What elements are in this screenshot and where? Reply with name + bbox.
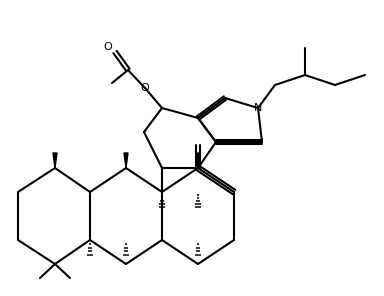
- Polygon shape: [53, 153, 57, 168]
- Text: N: N: [254, 103, 262, 113]
- Text: O: O: [104, 42, 113, 52]
- Polygon shape: [124, 153, 128, 168]
- Polygon shape: [196, 153, 200, 168]
- Text: O: O: [141, 83, 149, 93]
